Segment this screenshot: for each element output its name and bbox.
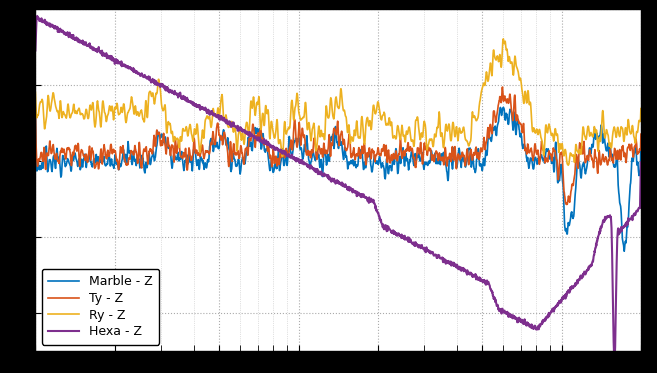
Ty - Z	[637, 132, 645, 137]
Ry - Z	[310, 121, 318, 125]
Marble - Z	[620, 249, 628, 254]
Line: Hexa - Z: Hexa - Z	[35, 16, 641, 358]
Ry - Z	[326, 106, 334, 110]
Hexa - Z	[326, 177, 334, 181]
Ry - Z	[620, 138, 627, 143]
Hexa - Z	[509, 314, 516, 319]
Hexa - Z	[637, 160, 645, 164]
Legend: Marble - Z, Ty - Z, Ry - Z, Hexa - Z: Marble - Z, Ty - Z, Ry - Z, Hexa - Z	[41, 269, 159, 345]
Marble - Z	[310, 152, 318, 157]
Hexa - Z	[34, 14, 41, 18]
Ry - Z	[32, 90, 39, 95]
Hexa - Z	[62, 32, 70, 37]
Marble - Z	[637, 135, 645, 139]
Line: Ry - Z: Ry - Z	[35, 39, 641, 165]
Ty - Z	[620, 152, 628, 157]
Ty - Z	[326, 142, 334, 147]
Marble - Z	[509, 122, 516, 126]
Ty - Z	[620, 149, 627, 154]
Ry - Z	[620, 139, 628, 144]
Hexa - Z	[610, 356, 618, 361]
Ty - Z	[499, 85, 507, 89]
Marble - Z	[620, 243, 627, 248]
Marble - Z	[62, 163, 70, 167]
Hexa - Z	[620, 225, 627, 229]
Ry - Z	[62, 116, 70, 120]
Ty - Z	[310, 138, 318, 142]
Line: Ty - Z: Ty - Z	[35, 87, 641, 204]
Ry - Z	[564, 163, 572, 167]
Hexa - Z	[310, 166, 318, 170]
Ry - Z	[637, 106, 645, 111]
Marble - Z	[326, 152, 334, 156]
Ty - Z	[563, 202, 571, 207]
Ry - Z	[499, 37, 507, 41]
Ry - Z	[509, 65, 516, 69]
Hexa - Z	[32, 48, 39, 53]
Line: Marble - Z: Marble - Z	[35, 107, 641, 251]
Ty - Z	[62, 153, 70, 157]
Marble - Z	[499, 105, 507, 110]
Marble - Z	[620, 242, 627, 247]
Marble - Z	[32, 109, 39, 113]
Ty - Z	[509, 116, 516, 121]
Ty - Z	[32, 106, 39, 110]
Hexa - Z	[620, 225, 628, 229]
